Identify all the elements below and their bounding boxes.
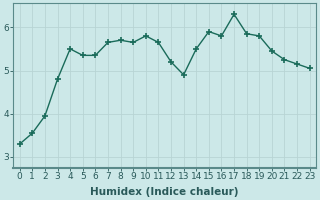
X-axis label: Humidex (Indice chaleur): Humidex (Indice chaleur) bbox=[91, 187, 239, 197]
